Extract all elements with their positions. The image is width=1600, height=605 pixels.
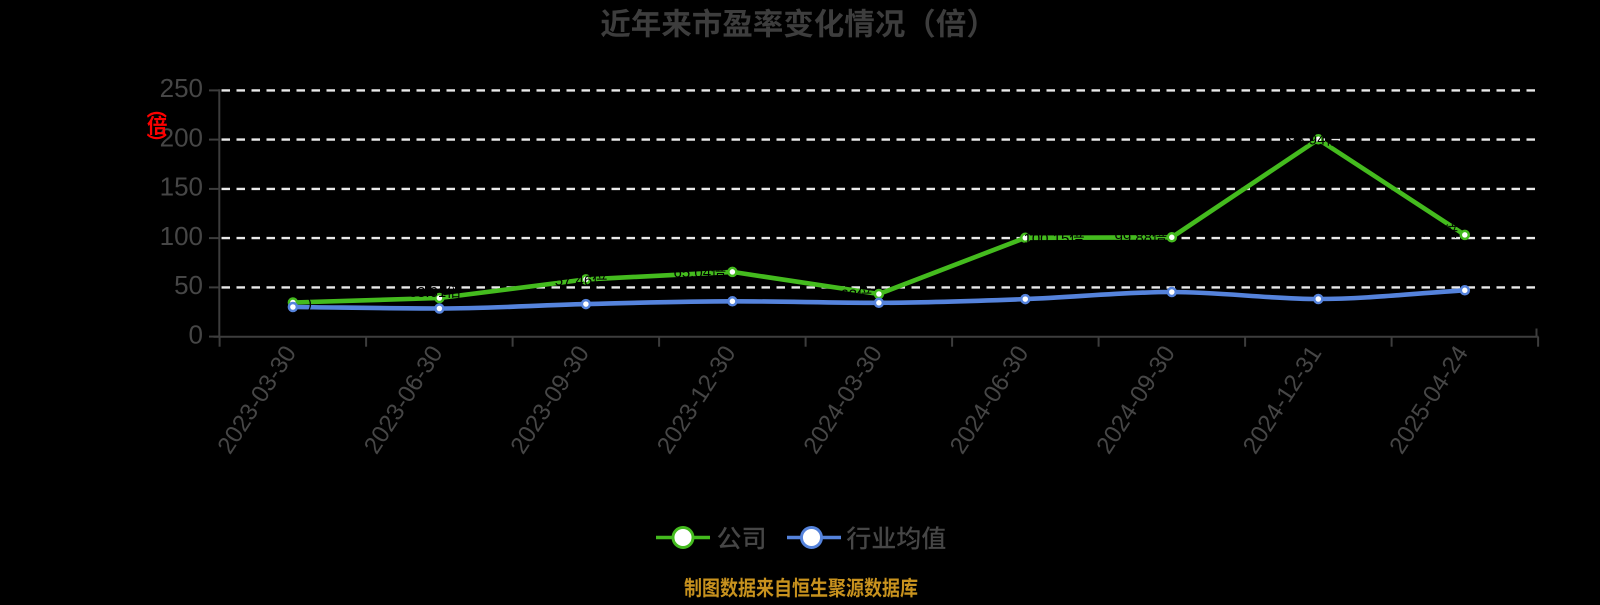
svg-text:50: 50 <box>174 270 203 300</box>
svg-text:100.15: 100.15 <box>1024 230 1070 247</box>
svg-text:65.04: 65.04 <box>674 264 712 281</box>
svg-text:150: 150 <box>160 172 203 202</box>
svg-text:42.63: 42.63 <box>820 286 858 303</box>
svg-text:0: 0 <box>189 319 203 349</box>
svg-text:100: 100 <box>160 221 203 251</box>
svg-text:198.94: 198.94 <box>1280 132 1326 149</box>
svg-text:250: 250 <box>160 73 203 103</box>
svg-text:57.46: 57.46 <box>555 272 593 289</box>
svg-text:102.33: 102.33 <box>1397 224 1443 241</box>
svg-text:99.88: 99.88 <box>1115 230 1153 247</box>
svg-text:): ) <box>307 295 312 312</box>
svg-text:38.61: 38.61 <box>409 284 447 301</box>
svg-text:200: 200 <box>160 122 203 152</box>
